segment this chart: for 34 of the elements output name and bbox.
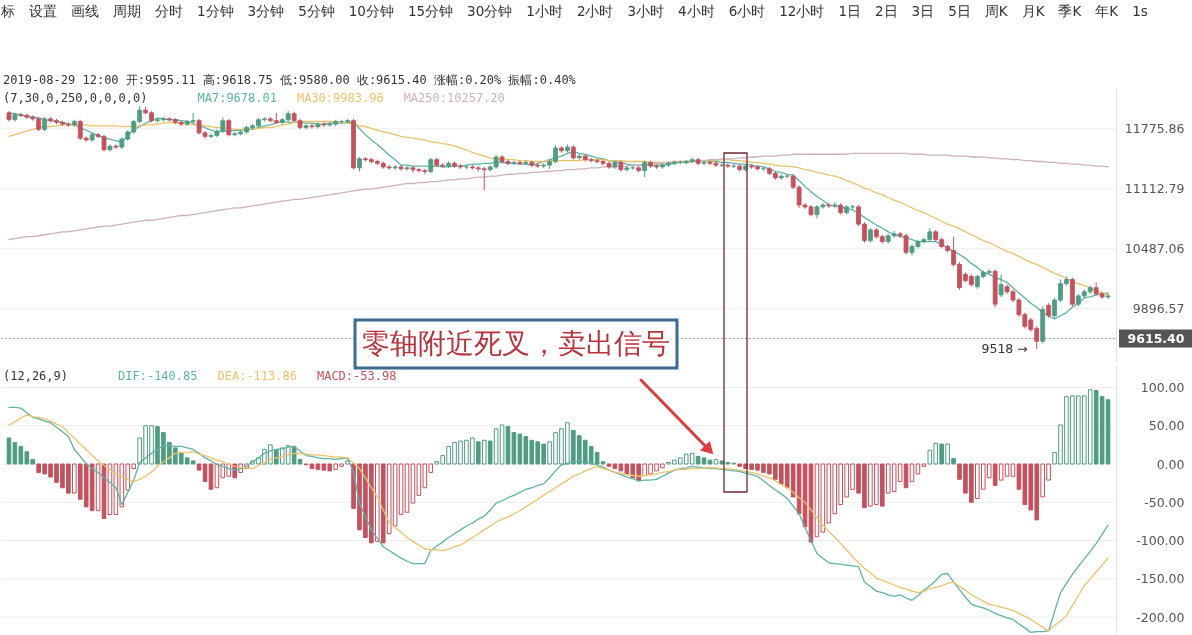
text: DIF:-140.85 — [118, 369, 198, 383]
annotation: 零轴附近死叉，卖出信号 — [362, 327, 670, 360]
text: DEA:-113.86 — [217, 369, 297, 383]
y-tick-label: 11775.86 — [1124, 121, 1185, 137]
chart-subtitle: 2019-08-29 12:00 开:9595.11 高:9618.75 低:9580.00 收:9615.40 涨幅:0.20% 振幅:0.40% — [3, 73, 577, 87]
y-tick-label: -50.00 — [1144, 494, 1185, 510]
candlestick — [719, 162, 725, 168]
candlestick — [398, 164, 404, 172]
text: MACD:-53.98 — [316, 369, 397, 383]
bar — [737, 463, 742, 467]
y-tick-label: 50.00 — [1148, 418, 1185, 434]
y-tick-label: 11112.79 — [1124, 181, 1185, 197]
candlestick — [107, 143, 113, 153]
line-series — [8, 120, 1109, 296]
y-tick-label: 0.00 — [1156, 456, 1185, 472]
candlestick — [998, 273, 1004, 298]
y-tick-label: -150.00 — [1136, 571, 1185, 587]
series-label: MA30:9983.96 — [296, 91, 384, 105]
y-tick-label: 100.00 — [1140, 379, 1185, 395]
text: MA250:10257.20 — [403, 91, 505, 105]
line-series — [8, 152, 1109, 241]
y-tick-label: -100.00 — [1136, 533, 1185, 549]
legend-title: (12,26,9) — [3, 369, 69, 383]
legend-title: (7,30,0,250,0,0,0,0) — [3, 91, 148, 105]
candlestick — [113, 143, 119, 150]
candlestick — [404, 165, 410, 172]
y-tick-label: 10487.06 — [1124, 241, 1185, 257]
series-label: MA7:9678.01 — [197, 91, 277, 105]
text: 标 设置 画线 周期 分时 1分钟 3分钟 5分钟 10分钟 15分钟 30分钟 1小时 2小时 3小时 4小时 6小时 12小时 1日 2日 3日 5日 周K 月K 季K 年K 1s — [0, 3, 1148, 19]
annotation: 9518 → — [981, 341, 1028, 357]
y-tick-label: 9615.40 — [1127, 331, 1185, 347]
candlestick — [309, 123, 315, 129]
y-tick-label: 9896.57 — [1132, 301, 1185, 317]
y-tick-label: -200.00 — [1136, 609, 1185, 625]
